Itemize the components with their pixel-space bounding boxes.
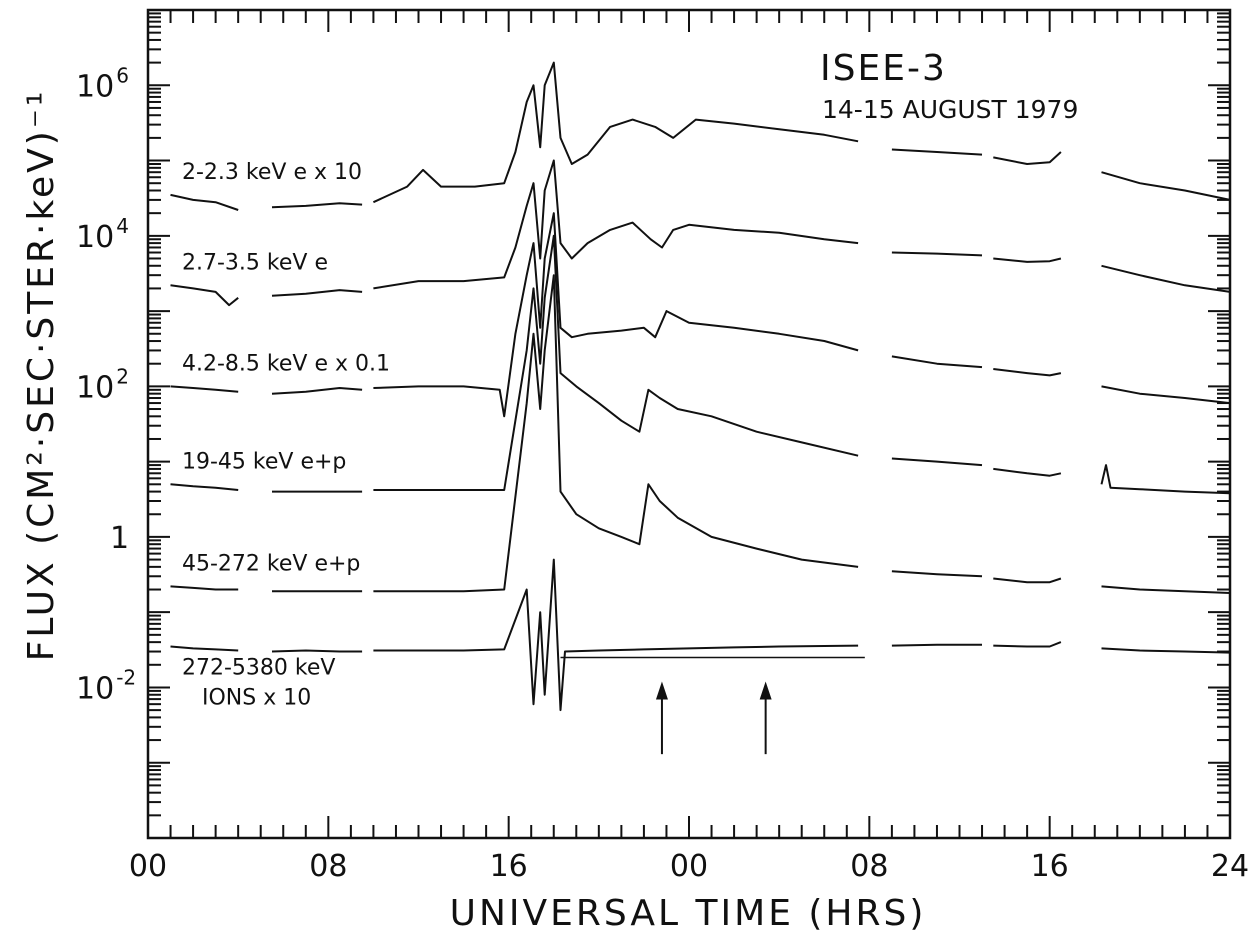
series-trace-6 <box>170 645 239 652</box>
series-label-1: 2-2.3 keV e x 10 <box>182 160 362 185</box>
series-label-2: 2.7-3.5 keV e <box>182 250 328 275</box>
series-trace-3 <box>891 355 983 369</box>
series-trace-3 <box>1101 385 1231 405</box>
x-tick-label: 08 <box>850 849 888 884</box>
series-trace-2 <box>891 251 983 257</box>
y-tick-label: 1 <box>110 521 129 556</box>
y-tick-exponent: -2 <box>116 665 136 689</box>
arrow-head <box>759 681 772 700</box>
series-trace-5 <box>170 585 239 591</box>
series-trace-3 <box>993 368 1062 377</box>
x-tick-label: 16 <box>490 849 528 884</box>
series-trace-6 <box>271 649 363 653</box>
series-trace-5 <box>373 274 859 593</box>
arrow-head <box>655 681 668 700</box>
x-tick-label: 24 <box>1211 849 1249 884</box>
series-trace-6 <box>891 643 982 647</box>
series-trace-2 <box>373 159 859 290</box>
series-trace-1 <box>891 148 983 156</box>
series-label-6: IONS x 10 <box>202 686 311 711</box>
series-trace-2 <box>1101 264 1231 293</box>
y-tick-exponent: 4 <box>116 214 129 238</box>
series-trace-2 <box>271 289 363 297</box>
series-trace-2 <box>993 257 1062 263</box>
series-label-3: 4.2-8.5 keV e x 0.1 <box>182 351 390 376</box>
plot-border <box>146 8 1232 840</box>
series-trace-4 <box>1100 464 1231 495</box>
series-trace-6 <box>1101 647 1231 654</box>
series-trace-3 <box>271 387 363 395</box>
series-trace-4 <box>170 483 239 491</box>
series-label-4: 19-45 keV e+p <box>182 449 346 474</box>
plot-frame <box>146 8 1232 840</box>
series-traces <box>170 61 1231 712</box>
y-axis-title: FLUX (CM²·SEC·STER·keV)⁻¹ <box>21 89 62 662</box>
series-label-5: 45-272 keV e+p <box>182 551 360 576</box>
y-tick-label: 10 6 <box>76 63 129 104</box>
series-trace-5 <box>891 570 983 578</box>
axis-ticks <box>147 10 1231 839</box>
x-tick-label: 16 <box>1031 849 1069 884</box>
series-trace-5 <box>1101 585 1231 594</box>
annotations <box>560 656 865 755</box>
series-trace-3 <box>170 385 239 393</box>
x-axis-title: UNIVERSAL TIME (HRS) <box>450 893 927 934</box>
x-tick-label: 08 <box>309 849 347 884</box>
series-trace-1 <box>271 202 363 209</box>
y-tick-label: 10 2 <box>76 364 129 405</box>
series-trace-2 <box>170 284 239 307</box>
series-label-6: 272-5380 keV <box>182 656 335 681</box>
y-tick-label: 10 4 <box>76 214 129 255</box>
series-trace-4 <box>891 457 983 467</box>
series-trace-6 <box>993 641 1062 648</box>
series-trace-1 <box>170 193 239 211</box>
series-trace-5 <box>993 577 1062 584</box>
series-trace-1 <box>1101 171 1231 201</box>
x-tick-label: 00 <box>670 849 708 884</box>
series-trace-1 <box>993 151 1062 165</box>
y-tick-exponent: 2 <box>116 364 129 388</box>
chart-subtitle: 14-15 AUGUST 1979 <box>822 95 1078 124</box>
series-trace-1 <box>372 61 859 204</box>
y-tick-exponent: 6 <box>116 63 129 87</box>
series-trace-4 <box>993 467 1062 477</box>
series-trace-4 <box>373 234 859 491</box>
series-trace-6 <box>373 558 859 712</box>
x-tick-label: 00 <box>129 849 167 884</box>
y-tick-label: 10 -2 <box>76 665 136 706</box>
series-trace-3 <box>373 212 859 418</box>
chart-title: ISEE-3 <box>820 48 947 89</box>
